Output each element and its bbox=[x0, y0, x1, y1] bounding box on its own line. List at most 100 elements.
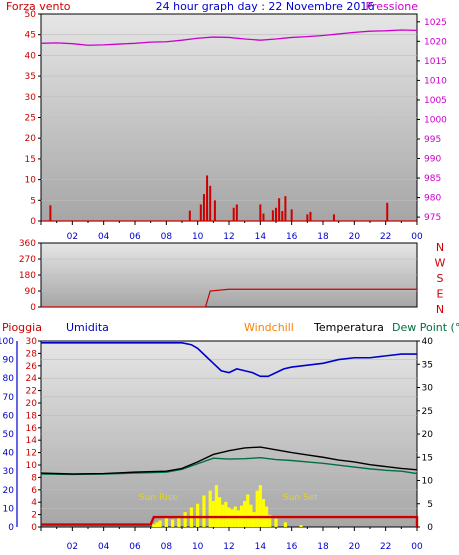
humidity-tick-label: 10 bbox=[3, 504, 15, 514]
x-tick-label: 08 bbox=[161, 542, 173, 552]
y-tick-label: 35 bbox=[25, 72, 36, 82]
wind-bar bbox=[309, 211, 312, 221]
wind-bar bbox=[275, 207, 277, 221]
wind-bar bbox=[262, 213, 265, 221]
rain-tick-label: 2 bbox=[31, 511, 37, 521]
humidity-tick-label: 0 bbox=[8, 523, 14, 533]
x-tick-label: 12 bbox=[223, 542, 234, 552]
rain-tick-label: 6 bbox=[31, 486, 37, 496]
x-tick-label: 06 bbox=[129, 542, 141, 552]
sunset-label: Sun Set bbox=[283, 493, 318, 503]
rain-bar bbox=[249, 504, 253, 527]
humidity-tick-label: 100 bbox=[0, 337, 14, 347]
rain-bar bbox=[258, 485, 262, 527]
wind-bar bbox=[284, 196, 287, 221]
rain-bar bbox=[243, 500, 247, 527]
rain-tick-label: 22 bbox=[26, 387, 37, 397]
rain-bar bbox=[221, 504, 225, 527]
rain-bar bbox=[164, 517, 168, 527]
rain-bar bbox=[171, 519, 175, 527]
y-tick-label: 15 bbox=[25, 155, 36, 165]
rain-bar bbox=[177, 516, 181, 527]
x-tick-label: 00 bbox=[411, 542, 423, 552]
rain-bar bbox=[208, 490, 212, 527]
y2-tick-label: 1025 bbox=[424, 18, 447, 28]
rain-bar bbox=[214, 485, 219, 527]
rain-bar bbox=[299, 525, 303, 527]
rain-bar bbox=[261, 499, 266, 527]
legend-windchill: Windchill bbox=[244, 321, 294, 334]
y-tick-label: 180 bbox=[19, 271, 36, 281]
x-tick-label: 04 bbox=[98, 232, 110, 242]
rain-bar bbox=[255, 490, 259, 527]
rain-bar bbox=[268, 514, 272, 527]
wind-bar bbox=[206, 175, 209, 221]
temp-tick-label: 40 bbox=[422, 337, 434, 347]
x-tick-label: 04 bbox=[98, 542, 110, 552]
humidity-tick-label: 90 bbox=[3, 356, 15, 366]
y2-tick-label: 985 bbox=[424, 174, 441, 184]
x-tick-label: 06 bbox=[129, 232, 141, 242]
rain-tick-label: 26 bbox=[26, 362, 38, 372]
rain-bar bbox=[152, 524, 156, 527]
compass-label: N bbox=[436, 241, 444, 254]
rain-tick-label: 24 bbox=[26, 374, 38, 384]
temp-tick-label: 20 bbox=[422, 430, 434, 440]
rain-tick-label: 18 bbox=[26, 411, 38, 421]
y-tick-label: 45 bbox=[25, 31, 36, 41]
y2-tick-label: 1020 bbox=[424, 37, 447, 47]
y2-tick-label: 990 bbox=[424, 155, 441, 165]
rain-bar bbox=[202, 495, 206, 527]
rain-bar bbox=[155, 522, 159, 527]
x-tick-label: 16 bbox=[286, 542, 298, 552]
rain-bar bbox=[211, 500, 215, 527]
rain-bar bbox=[274, 518, 278, 527]
humidity-tick-label: 40 bbox=[3, 449, 15, 459]
x-tick-label: 20 bbox=[349, 232, 361, 242]
y2-tick-label: 975 bbox=[424, 213, 441, 223]
legend-dewpoint: Dew Point (°C bbox=[392, 321, 459, 334]
x-tick-label: 02 bbox=[67, 542, 78, 552]
x-tick-label: 10 bbox=[192, 542, 204, 552]
rain-tick-label: 28 bbox=[26, 349, 38, 359]
temp-tick-label: 5 bbox=[427, 500, 433, 510]
wind-bar bbox=[49, 205, 52, 221]
humidity-tick-label: 60 bbox=[3, 411, 15, 421]
rain-bar bbox=[158, 520, 162, 527]
y2-tick-label: 995 bbox=[424, 135, 441, 145]
pressure-line bbox=[40, 29, 418, 46]
wind-bar bbox=[209, 185, 212, 221]
y-tick-label: 10 bbox=[25, 176, 37, 186]
humidity-tick-label: 20 bbox=[3, 486, 15, 496]
rain-bar bbox=[236, 510, 240, 527]
legend-pioggia: Pioggia bbox=[2, 321, 42, 334]
y-tick-label: 270 bbox=[19, 255, 36, 265]
y2-tick-label: 1010 bbox=[424, 76, 447, 86]
temp-tick-label: 35 bbox=[422, 360, 433, 370]
rain-tick-label: 16 bbox=[26, 424, 38, 434]
rain-bar bbox=[196, 503, 200, 527]
rain-tick-label: 0 bbox=[31, 523, 37, 533]
compass-label: W bbox=[435, 257, 446, 270]
header-left-label: Forza vento bbox=[6, 0, 71, 13]
wind-bar bbox=[290, 209, 293, 221]
compass-label: E bbox=[437, 288, 444, 301]
rain-tick-label: 12 bbox=[26, 449, 37, 459]
x-tick-label: 22 bbox=[380, 232, 391, 242]
wind-bar bbox=[259, 204, 262, 221]
wind-bar bbox=[386, 202, 389, 221]
direction-line bbox=[41, 288, 417, 308]
wind-bar bbox=[235, 204, 238, 221]
wind-bar bbox=[213, 200, 216, 221]
y-tick-label: 20 bbox=[25, 134, 37, 144]
temperature-line bbox=[40, 446, 418, 475]
compass-label: S bbox=[437, 272, 444, 285]
legend-temperatura: Temperatura bbox=[313, 321, 384, 334]
humidity-tick-label: 50 bbox=[3, 430, 15, 440]
wind-bar bbox=[232, 207, 235, 221]
wind-bar bbox=[188, 210, 191, 221]
x-tick-label: 10 bbox=[192, 232, 204, 242]
dewpoint-line bbox=[40, 457, 418, 476]
temp-tick-label: 25 bbox=[422, 407, 433, 417]
x-tick-label: 20 bbox=[349, 542, 361, 552]
